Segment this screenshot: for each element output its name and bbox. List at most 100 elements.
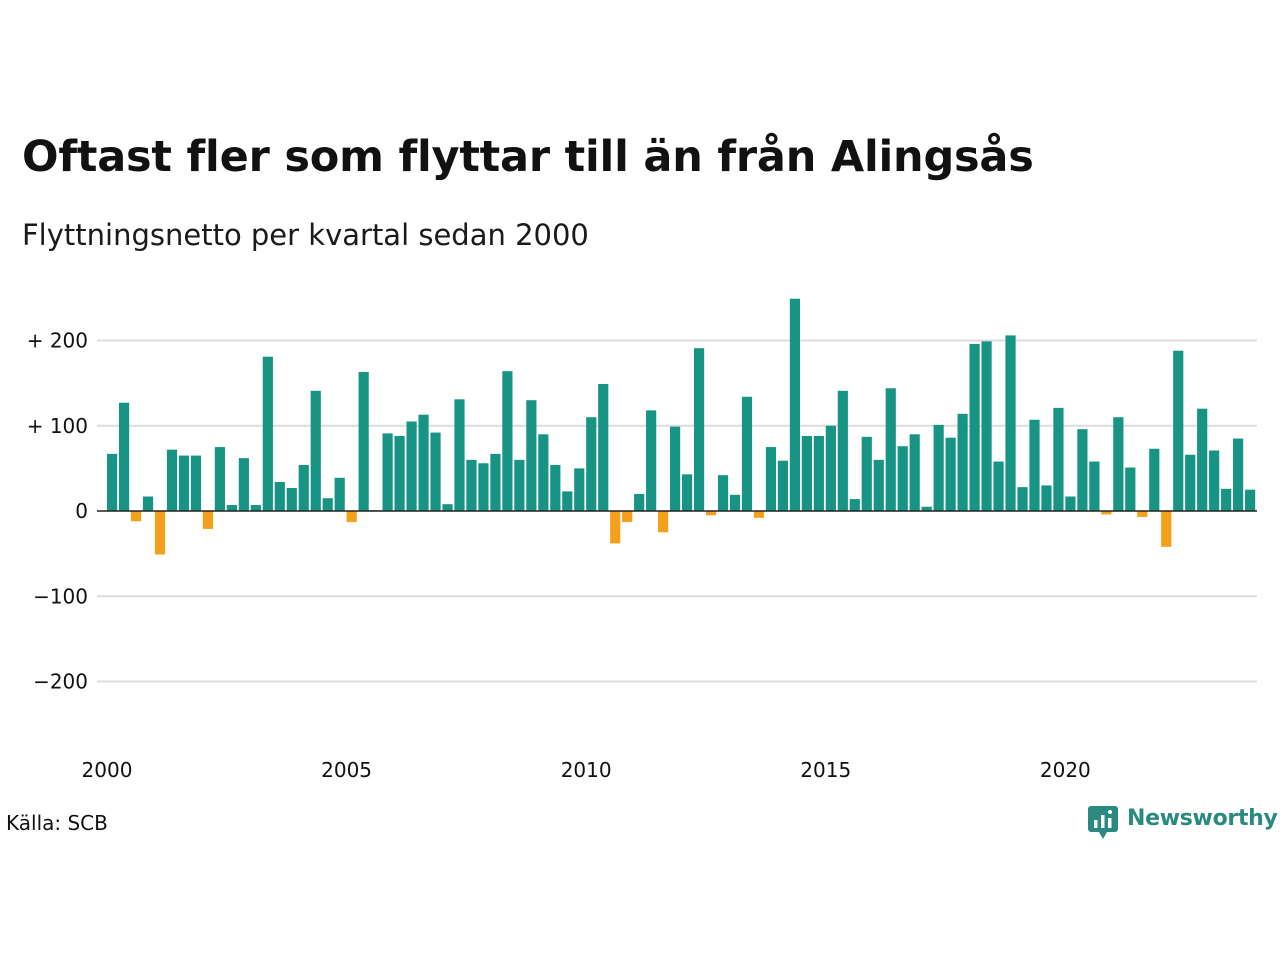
bar [634, 493, 645, 511]
bar [382, 433, 393, 511]
bar [646, 410, 657, 511]
bar [885, 388, 896, 511]
bar [1113, 417, 1124, 511]
y-tick-label: −100 [33, 584, 88, 608]
bar [1053, 407, 1064, 511]
bar [142, 496, 154, 511]
bar [478, 463, 489, 511]
bar [957, 413, 968, 511]
bar [693, 348, 705, 511]
bar [586, 417, 597, 511]
bar [741, 396, 753, 511]
gridlines [97, 339, 1257, 683]
bar [346, 511, 357, 523]
bar [107, 453, 118, 511]
bar [777, 460, 789, 511]
bar [574, 468, 585, 512]
newsworthy-logo[interactable]: Newsworthy [1088, 804, 1278, 842]
bar [622, 511, 633, 523]
bar [298, 464, 309, 511]
bar [1245, 489, 1256, 511]
bar [514, 459, 525, 511]
y-tick-label: 0 [75, 499, 88, 523]
bar [717, 475, 729, 511]
bar [1233, 438, 1244, 511]
y-tick-label: −200 [33, 670, 88, 694]
bar [286, 487, 297, 511]
bar [981, 341, 992, 511]
bar [526, 400, 537, 511]
bar [466, 459, 477, 511]
bar [226, 505, 237, 511]
bar [430, 432, 441, 511]
bar [238, 458, 249, 511]
bar [598, 383, 609, 511]
bar [1017, 487, 1028, 511]
x-tick-label: 2000 [82, 758, 133, 782]
bar [202, 511, 214, 529]
bar [945, 437, 956, 511]
bar [897, 446, 908, 511]
bar [118, 402, 130, 511]
newsworthy-wordmark: Newsworthy [1127, 806, 1278, 831]
chart-subtitle: Flyttningsnetto per kvartal sedan 2000 [22, 218, 589, 252]
bar [442, 504, 453, 511]
x-axis-labels: 2000 2005 2010 2015 2020 [82, 758, 1091, 782]
bar [861, 436, 872, 511]
bar [406, 421, 417, 511]
bar [250, 505, 261, 511]
chart-title: Oftast fler som flyttar till än från Ali… [22, 132, 1034, 182]
bar [1137, 511, 1148, 517]
bar [670, 426, 681, 511]
bar [490, 453, 501, 511]
bar [562, 491, 573, 511]
bar [1065, 496, 1076, 511]
bar [933, 424, 944, 511]
y-axis-labels: + 200 + 100 0 −100 −200 [27, 329, 88, 694]
bar [166, 449, 178, 511]
bar [1041, 485, 1052, 511]
bar [993, 461, 1004, 511]
bar [1125, 467, 1136, 511]
bars [107, 298, 1256, 555]
bar [873, 459, 884, 511]
bar [765, 447, 777, 511]
bar [1101, 511, 1112, 515]
bar [358, 372, 369, 511]
bar [801, 435, 812, 511]
bar [849, 499, 860, 511]
bar [310, 390, 321, 511]
bar [813, 435, 824, 511]
bar [1161, 511, 1172, 547]
bar [214, 447, 225, 511]
source-note: Källa: SCB [6, 811, 108, 835]
bar [1209, 450, 1220, 511]
bar [1197, 408, 1208, 511]
bar [274, 482, 285, 511]
newsworthy-chart-icon [1088, 806, 1118, 839]
bar [789, 298, 800, 511]
bar [190, 455, 202, 511]
bar [178, 455, 190, 511]
bar [454, 399, 465, 511]
bar [658, 511, 669, 533]
bar [262, 356, 273, 511]
x-tick-label: 2010 [561, 758, 612, 782]
bar [418, 414, 429, 511]
bar [837, 390, 848, 511]
bar [729, 494, 741, 511]
x-tick-label: 2020 [1040, 758, 1091, 782]
bar [921, 506, 932, 511]
bar [1089, 461, 1100, 511]
bar [322, 498, 333, 511]
bar [502, 371, 513, 511]
x-tick-label: 2015 [800, 758, 851, 782]
bar [130, 511, 142, 522]
bar [610, 511, 621, 544]
x-tick-label: 2005 [321, 758, 372, 782]
bar [1005, 335, 1016, 511]
bar [1221, 488, 1232, 511]
bar [394, 435, 405, 511]
y-tick-label: + 200 [27, 329, 88, 353]
bar [969, 343, 980, 511]
